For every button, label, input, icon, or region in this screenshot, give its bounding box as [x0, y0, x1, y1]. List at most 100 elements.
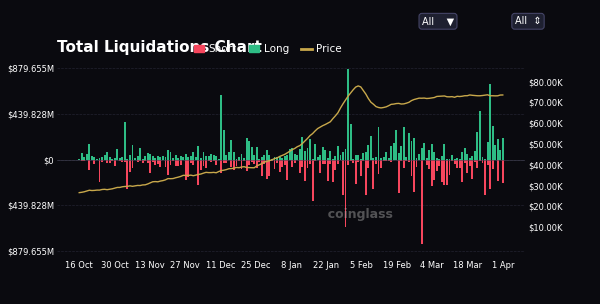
Bar	[461, 152, 463, 160]
Bar	[129, 160, 131, 171]
Bar	[256, 160, 258, 168]
Bar	[109, 160, 110, 163]
Bar	[433, 152, 435, 160]
Bar	[357, 160, 359, 161]
Bar	[236, 160, 238, 166]
Bar	[322, 147, 323, 160]
Bar	[360, 159, 362, 160]
Bar	[116, 149, 118, 160]
Bar	[147, 160, 149, 163]
Bar	[365, 152, 367, 160]
Bar	[436, 160, 438, 171]
Bar	[180, 156, 182, 160]
Bar	[149, 160, 151, 173]
Bar	[286, 155, 288, 160]
Bar	[487, 142, 488, 160]
Bar	[278, 160, 281, 172]
Bar	[365, 160, 367, 195]
Bar	[340, 155, 341, 160]
Bar	[101, 157, 103, 160]
Bar	[152, 156, 154, 160]
Bar	[367, 145, 370, 160]
Bar	[431, 144, 433, 160]
Bar	[344, 160, 346, 227]
Bar	[433, 160, 435, 181]
Bar	[263, 155, 265, 160]
Bar	[464, 148, 466, 160]
Bar	[180, 160, 182, 165]
Bar	[499, 150, 501, 160]
Bar	[299, 149, 301, 160]
Bar	[497, 160, 499, 181]
Bar	[248, 141, 250, 160]
Bar	[307, 160, 308, 168]
Bar	[441, 157, 443, 160]
Bar	[187, 157, 189, 160]
Bar	[324, 150, 326, 160]
Bar	[124, 160, 126, 162]
Bar	[241, 154, 242, 160]
Bar	[456, 160, 458, 168]
Bar	[142, 160, 143, 163]
Bar	[109, 157, 110, 160]
Bar	[395, 130, 397, 160]
Bar	[301, 137, 304, 160]
Bar	[149, 154, 151, 160]
Bar	[220, 95, 222, 160]
Bar	[344, 149, 346, 160]
Bar	[175, 160, 176, 166]
Bar	[449, 160, 451, 175]
Bar	[119, 158, 121, 160]
Bar	[301, 160, 304, 168]
Bar	[375, 160, 377, 164]
Bar	[428, 150, 430, 160]
Bar	[352, 160, 354, 163]
Bar	[479, 111, 481, 160]
Bar	[212, 155, 215, 160]
Bar	[83, 160, 85, 161]
Bar	[377, 127, 379, 160]
Bar	[94, 157, 95, 160]
Bar	[299, 160, 301, 173]
Bar	[403, 127, 405, 160]
Bar	[190, 156, 192, 160]
Bar	[223, 160, 225, 164]
Bar	[474, 151, 476, 160]
Bar	[383, 157, 385, 160]
Bar	[131, 145, 133, 160]
Bar	[137, 156, 139, 160]
Bar	[215, 160, 217, 165]
Bar	[443, 160, 445, 185]
Bar	[127, 159, 128, 160]
Bar	[350, 124, 352, 160]
Bar	[185, 160, 187, 180]
Bar	[238, 157, 240, 160]
Bar	[210, 160, 212, 162]
Bar	[451, 155, 453, 160]
Bar	[416, 157, 418, 160]
Bar	[164, 157, 166, 160]
Bar	[464, 160, 466, 163]
Bar	[162, 156, 164, 160]
Bar	[197, 160, 199, 185]
Bar	[142, 159, 143, 160]
Bar	[281, 158, 283, 160]
Bar	[86, 154, 88, 160]
Bar	[311, 160, 314, 201]
Bar	[421, 160, 422, 244]
Bar	[259, 160, 260, 162]
Bar	[377, 160, 379, 174]
Bar	[484, 160, 486, 195]
Bar	[413, 138, 415, 160]
Bar	[164, 160, 166, 167]
Bar	[271, 159, 273, 160]
Bar	[410, 141, 412, 160]
Bar	[357, 154, 359, 160]
Bar	[170, 160, 172, 164]
Bar	[408, 160, 410, 162]
Bar	[307, 148, 308, 160]
Bar	[324, 160, 326, 164]
Bar	[200, 160, 202, 170]
Bar	[337, 147, 339, 160]
Bar	[157, 156, 159, 160]
